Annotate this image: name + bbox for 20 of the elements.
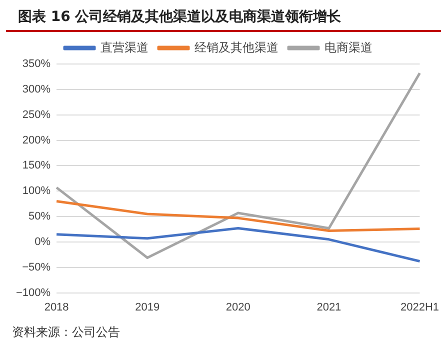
x-tick-label: 2022H1: [400, 301, 440, 314]
x-tick-label: 2021: [316, 301, 342, 314]
legend-label: 直营渠道: [100, 40, 148, 54]
y-tick-label: 200%: [22, 134, 51, 146]
x-tick-label: 2020: [226, 301, 250, 314]
chart-title: 图表 16 公司经销及其他渠道以及电商渠道领衔增长: [6, 0, 441, 32]
text: 资料来源：公司公告: [11, 324, 121, 340]
y-tick-label: −100%: [16, 286, 51, 299]
y-tick-label: 300%: [22, 83, 51, 96]
y-tick-label: 0%: [34, 236, 51, 248]
y-tick-label: −50%: [22, 261, 51, 274]
y-tick-label: 150%: [22, 160, 51, 172]
y-tick-label: 350%: [22, 58, 51, 70]
y-tick-label: 250%: [22, 108, 51, 121]
y-tick-label: 100%: [22, 185, 51, 198]
x-tick-label: 2018: [44, 301, 69, 314]
y-tick-label: 50%: [28, 210, 51, 223]
legend-label: 经销及其他渠道: [194, 40, 278, 54]
x-tick-label: 2019: [135, 301, 160, 314]
legend-label: 电商渠道: [324, 40, 372, 54]
